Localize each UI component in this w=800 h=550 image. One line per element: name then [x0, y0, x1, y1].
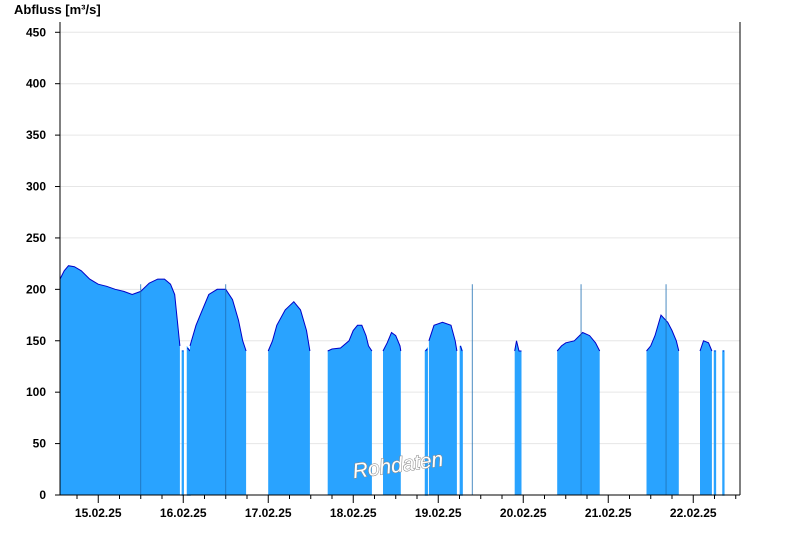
series-line — [514, 340, 522, 352]
series-line — [425, 348, 428, 352]
series-line — [699, 340, 713, 352]
series-line — [459, 345, 463, 352]
y-tick-label: 0 — [39, 488, 46, 502]
series-line — [428, 321, 458, 352]
series-line — [59, 265, 181, 346]
series-line — [382, 331, 402, 352]
area-segment — [428, 322, 457, 495]
y-axis-title: Abfluss [m³/s] — [14, 2, 101, 17]
y-tick-label: 200 — [26, 282, 46, 296]
area-segment — [646, 315, 679, 495]
y-tick-label: 250 — [26, 231, 46, 245]
area-segment — [722, 350, 725, 496]
y-tick-label: 150 — [26, 334, 46, 348]
area-segment — [383, 332, 401, 495]
area-segment — [700, 340, 712, 495]
x-tick-label: 20.02.25 — [500, 506, 547, 520]
area-segment — [514, 340, 522, 495]
discharge-series — [59, 265, 725, 496]
axes — [59, 22, 741, 496]
x-tick-label: 22.02.25 — [670, 506, 717, 520]
series-line — [187, 347, 191, 352]
y-tick-label: 400 — [26, 77, 46, 91]
y-tick-label: 50 — [33, 437, 47, 451]
area-segment — [459, 345, 463, 496]
y-tick-label: 100 — [26, 385, 46, 399]
y-tick-label: 350 — [26, 128, 46, 142]
x-tick-label: 18.02.25 — [330, 506, 377, 520]
area-segment — [557, 332, 600, 495]
x-tick-label: 15.02.25 — [75, 506, 122, 520]
x-tick-label: 21.02.25 — [585, 506, 632, 520]
area-segment — [181, 350, 184, 496]
x-tick-label: 16.02.25 — [160, 506, 207, 520]
area-segment — [60, 265, 180, 495]
y-tick-label: 450 — [26, 25, 46, 39]
y-tick-label: 300 — [26, 180, 46, 194]
area-segment — [327, 325, 372, 495]
x-tick-label: 17.02.25 — [245, 506, 292, 520]
series-line — [327, 324, 373, 352]
y-axis-ticks: 0 50 100 150 200 250 300 350 400 450 — [26, 25, 60, 502]
series-line — [556, 331, 601, 352]
area-segment — [268, 301, 310, 495]
series-line — [646, 314, 680, 352]
x-axis-ticks: 15.02.25 16.02.25 17.02.25 18.02.25 19.02.25… — [75, 495, 737, 520]
series-line — [189, 288, 247, 352]
x-tick-label: 19.02.25 — [415, 506, 462, 520]
area-segment — [713, 350, 717, 496]
area-segment — [186, 345, 191, 496]
area-segment — [190, 289, 247, 495]
series-line — [267, 300, 311, 352]
